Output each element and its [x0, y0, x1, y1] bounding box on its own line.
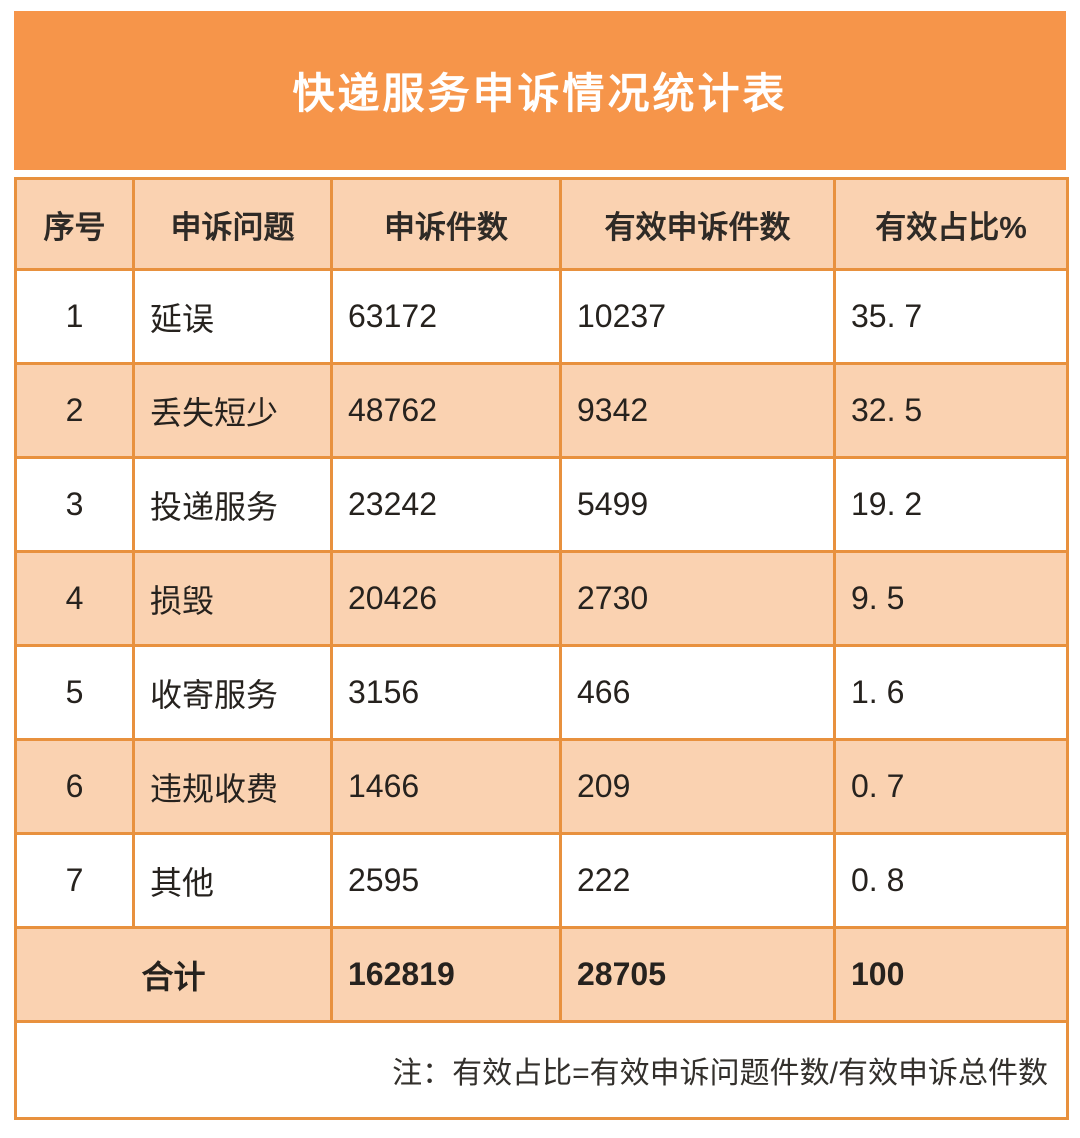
cell-valid-percent: 0. 7 — [833, 738, 1069, 835]
title-banner: 快递服务申诉情况统计表 — [14, 11, 1066, 170]
table-row: 6 违规收费 1466 209 0. 7 — [14, 738, 1069, 835]
column-header-issue: 申诉问题 — [132, 177, 333, 271]
page-title: 快递服务申诉情况统计表 — [292, 70, 788, 117]
cell-no: 7 — [14, 832, 135, 929]
cell-valid-count: 209 — [559, 738, 836, 835]
table-row: 2 丢失短少 48762 9342 32. 5 — [14, 362, 1069, 459]
complaint-statistics-table: 序号 申诉问题 申诉件数 有效申诉件数 有效占比% 1 延误 63172 102… — [14, 177, 1069, 1120]
cell-valid-count: 10237 — [559, 268, 836, 365]
table-row: 1 延误 63172 10237 35. 7 — [14, 268, 1069, 365]
total-valid-count: 28705 — [559, 926, 836, 1023]
cell-valid-count: 2730 — [559, 550, 836, 647]
total-valid-percent: 100 — [833, 926, 1069, 1023]
total-count: 162819 — [330, 926, 562, 1023]
table-row: 5 收寄服务 3156 466 1. 6 — [14, 644, 1069, 741]
cell-no: 2 — [14, 362, 135, 459]
cell-count: 48762 — [330, 362, 562, 459]
note-row: 注：有效占比=有效申诉问题件数/有效申诉总件数 — [14, 1020, 1069, 1120]
cell-valid-count: 9342 — [559, 362, 836, 459]
total-row: 合计 162819 28705 100 — [14, 926, 1069, 1023]
cell-no: 1 — [14, 268, 135, 365]
cell-count: 2595 — [330, 832, 562, 929]
cell-no: 3 — [14, 456, 135, 553]
cell-count: 1466 — [330, 738, 562, 835]
cell-issue: 其他 — [132, 832, 333, 929]
cell-issue: 收寄服务 — [132, 644, 333, 741]
table-row: 4 损毁 20426 2730 9. 5 — [14, 550, 1069, 647]
cell-issue: 损毁 — [132, 550, 333, 647]
column-header-valid-percent: 有效占比% — [833, 177, 1069, 271]
cell-count: 63172 — [330, 268, 562, 365]
cell-valid-percent: 32. 5 — [833, 362, 1069, 459]
cell-no: 6 — [14, 738, 135, 835]
cell-count: 3156 — [330, 644, 562, 741]
table-row: 3 投递服务 23242 5499 19. 2 — [14, 456, 1069, 553]
cell-valid-percent: 0. 8 — [833, 832, 1069, 929]
total-label: 合计 — [14, 926, 333, 1023]
cell-valid-percent: 1. 6 — [833, 644, 1069, 741]
footnote: 注：有效占比=有效申诉问题件数/有效申诉总件数 — [14, 1020, 1069, 1120]
cell-issue: 违规收费 — [132, 738, 333, 835]
cell-valid-count: 5499 — [559, 456, 836, 553]
column-header-no: 序号 — [14, 177, 135, 271]
cell-issue: 丢失短少 — [132, 362, 333, 459]
cell-valid-percent: 9. 5 — [833, 550, 1069, 647]
header-row: 序号 申诉问题 申诉件数 有效申诉件数 有效占比% — [14, 177, 1069, 271]
cell-no: 4 — [14, 550, 135, 647]
column-header-valid-count: 有效申诉件数 — [559, 177, 836, 271]
cell-count: 20426 — [330, 550, 562, 647]
cell-valid-count: 466 — [559, 644, 836, 741]
cell-valid-percent: 19. 2 — [833, 456, 1069, 553]
cell-valid-count: 222 — [559, 832, 836, 929]
cell-count: 23242 — [330, 456, 562, 553]
cell-issue: 延误 — [132, 268, 333, 365]
cell-valid-percent: 35. 7 — [833, 268, 1069, 365]
column-header-count: 申诉件数 — [330, 177, 562, 271]
cell-no: 5 — [14, 644, 135, 741]
cell-issue: 投递服务 — [132, 456, 333, 553]
table-row: 7 其他 2595 222 0. 8 — [14, 832, 1069, 929]
